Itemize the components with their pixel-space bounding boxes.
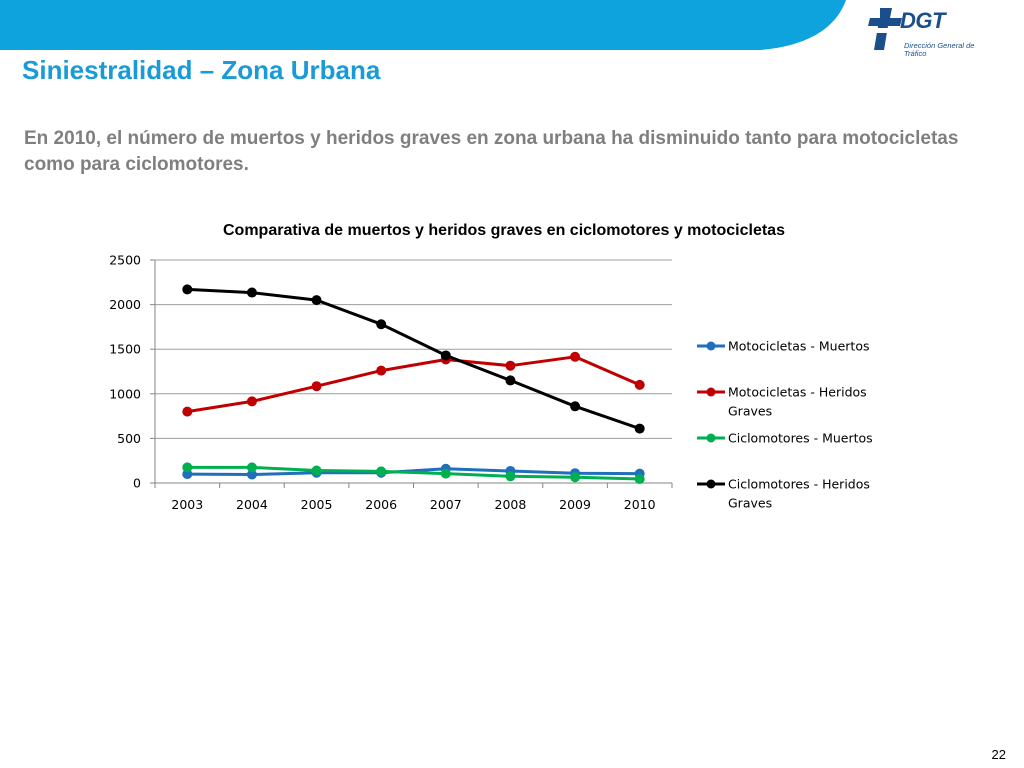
y-tick-labels: 0 500 1000 1500 2000 2500: [109, 253, 141, 491]
legend-label: Ciclomotores - Muertos: [728, 431, 873, 446]
x-tick-label: 2003: [171, 497, 203, 512]
x-tick-label: 2007: [430, 497, 462, 512]
data-point: [505, 375, 516, 386]
legend-swatch-marker: [706, 341, 716, 351]
dgt-cross-icon: [868, 8, 902, 50]
data-point: [246, 287, 257, 298]
data-point: [246, 462, 257, 473]
data-point: [311, 465, 322, 476]
x-tick-label: 2005: [301, 497, 333, 512]
logo-text: DGT: [900, 8, 945, 33]
legend-label: Motocicletas - Heridos Graves: [728, 385, 867, 419]
series-points: [182, 284, 645, 484]
page-title: Siniestralidad – Zona Urbana: [22, 55, 381, 85]
x-tick-label: 2008: [495, 497, 527, 512]
data-point: [311, 295, 322, 306]
data-point: [570, 472, 581, 483]
y-tick-label: 500: [117, 431, 141, 446]
data-point: [376, 365, 387, 376]
y-tick-label: 2500: [109, 253, 141, 268]
y-tick-label: 1500: [109, 342, 141, 357]
data-point: [182, 462, 193, 473]
header-banner: [0, 0, 846, 50]
slide-number: 22: [991, 747, 1006, 762]
data-point: [634, 379, 645, 390]
data-point: [376, 319, 387, 330]
series-line: [187, 355, 641, 414]
dgt-logo: DGT Dirección General de Tráfico: [866, 6, 986, 66]
data-point: [440, 468, 451, 479]
logo-subtext: Dirección General de Tráfico: [904, 41, 975, 58]
data-point: [246, 469, 257, 480]
data-point: [570, 351, 581, 362]
series-lines: [187, 287, 641, 481]
chart-title: Comparativa de muertos y heridos graves …: [223, 222, 785, 239]
x-tick-label: 2009: [559, 497, 591, 512]
data-point: [246, 396, 257, 407]
data-point: [182, 406, 193, 417]
legend-label: Motocicletas - Muertos: [728, 339, 870, 354]
series-line: [187, 287, 641, 431]
axes: [150, 259, 673, 488]
data-point: [634, 423, 645, 434]
x-tick-labels: 2003 2004 2005 2006 2007 2008 2009 2010: [171, 497, 655, 512]
data-point: [505, 360, 516, 371]
legend-swatch-marker: [706, 479, 716, 489]
data-point: [376, 466, 387, 477]
line-chart: Comparativa de muertos y heridos graves …: [109, 222, 873, 512]
data-point: [505, 471, 516, 482]
y-tick-label: 2000: [109, 297, 141, 312]
x-tick-label: 2006: [365, 497, 397, 512]
legend-swatch-marker: [706, 387, 716, 397]
data-point: [182, 284, 193, 295]
series-line: [187, 467, 640, 476]
legend-label: Ciclomotores - Heridos Graves: [728, 477, 870, 511]
y-tick-label: 0: [133, 476, 141, 491]
x-tick-label: 2010: [624, 497, 656, 512]
page-subtitle: En 2010, el número de muertos y heridos …: [24, 128, 959, 175]
y-tick-label: 1000: [109, 386, 141, 401]
data-point: [440, 350, 451, 361]
series-line: [187, 465, 640, 481]
data-point: [311, 381, 322, 392]
data-point: [570, 401, 581, 412]
x-tick-label: 2004: [236, 497, 268, 512]
banner-shape: [0, 0, 846, 50]
legend-swatch-marker: [706, 433, 716, 443]
legend: Motocicletas - Muertos Motocicletas - Her…: [697, 339, 873, 511]
gridlines: [155, 259, 672, 439]
data-point: [634, 473, 645, 484]
